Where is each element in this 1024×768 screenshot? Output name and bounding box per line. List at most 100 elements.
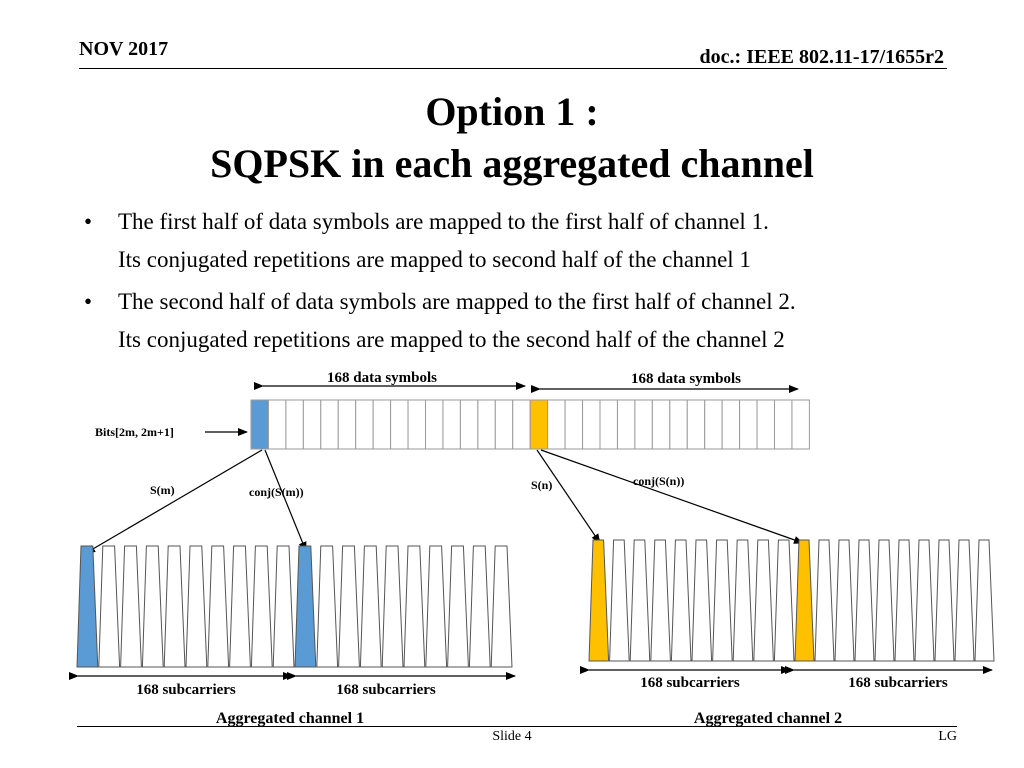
- bits-label: Bits[2m, 2m+1]: [95, 425, 174, 439]
- symbol-cell: [372, 399, 392, 450]
- s-n-arrow: [536, 449, 601, 544]
- subcarrier: [753, 539, 774, 662]
- s-m-label: S(m): [150, 483, 175, 497]
- symbol-cell: [704, 399, 723, 450]
- bullet-marker: •: [84, 209, 93, 234]
- subcarrier: [229, 545, 251, 668]
- symbol-cell: [390, 399, 409, 450]
- conj-s-n-arrow: [540, 449, 804, 544]
- header-date: NOV 2017: [79, 38, 169, 60]
- symbol-grid: [250, 399, 810, 450]
- subcarrier: [403, 545, 426, 668]
- symbol-cell: [407, 399, 426, 450]
- subcarrier: [794, 539, 815, 662]
- symbol-cell: [669, 399, 688, 450]
- symbol-cell: [267, 399, 287, 450]
- subcarrier: [294, 545, 317, 668]
- symbol-cell: [616, 399, 636, 450]
- symbol-cell: [547, 399, 566, 450]
- subcarrier: [773, 539, 795, 662]
- bullet-item-2: • The second half of data symbols are ma…: [78, 283, 978, 359]
- subcarrier: [338, 545, 360, 668]
- header-doc-id: doc.: IEEE 802.11-17/1655r2: [699, 46, 944, 68]
- subcarrier: [670, 539, 692, 662]
- subcarrier: [854, 539, 875, 662]
- subcarrier: [76, 545, 99, 668]
- slide-title: Option 1 : SQPSK in each aggregated chan…: [0, 86, 1024, 190]
- symbol-cell: [529, 399, 549, 450]
- bullet-item-1: • The first half of data symbols are map…: [78, 203, 978, 279]
- subcarrier: [163, 545, 186, 668]
- symbol-cell: [320, 399, 339, 450]
- subcarrier: [954, 539, 975, 662]
- symbol-cell: [634, 399, 653, 450]
- subcarrier: [141, 545, 164, 668]
- footer-divider: [77, 726, 957, 727]
- symbol-cell: [302, 399, 322, 450]
- channel-1-label: Aggregated channel 1: [216, 710, 364, 727]
- sub-label-2: 168 subcarriers: [336, 682, 436, 698]
- symbol-cell: [774, 399, 793, 450]
- symbol-cell: [285, 399, 304, 450]
- subcarrier: [732, 539, 754, 662]
- s-m-arrow: [85, 449, 263, 554]
- symbol-cell: [791, 399, 810, 450]
- bullet-list: • The first half of data symbols are map…: [78, 203, 978, 363]
- conj-s-n-label: conj(S(n)): [633, 474, 684, 488]
- symbol-cell: [651, 399, 671, 450]
- bullet-2-line-1: The second half of data symbols are mapp…: [118, 289, 796, 314]
- subcarrier: [974, 539, 995, 662]
- subcarrier: [120, 545, 142, 668]
- subcarrier: [629, 539, 651, 662]
- symbols-left-label: 168 data symbols: [327, 370, 437, 386]
- bullet-2-line-2: Its conjugated repetitions are mapped to…: [118, 327, 785, 352]
- subcarrier: [834, 539, 855, 662]
- bullet-1-line-2: Its conjugated repetitions are mapped to…: [118, 247, 751, 272]
- sub-label-1: 168 subcarriers: [136, 682, 236, 698]
- symbol-cell: [355, 399, 374, 450]
- slide-number: Slide 4: [492, 729, 532, 744]
- symbol-cell: [564, 399, 584, 450]
- subcarrier: [894, 539, 915, 662]
- subcarrier: [98, 545, 121, 668]
- subcarrier: [650, 539, 671, 662]
- symbol-cell: [425, 399, 444, 450]
- symbols-right-label: 168 data symbols: [631, 371, 741, 387]
- symbol-cell: [739, 399, 758, 450]
- subcarrier: [914, 539, 935, 662]
- bullet-1-line-1: The first half of data symbols are mappe…: [118, 209, 769, 234]
- sub-label-3: 168 subcarriers: [640, 675, 740, 691]
- title-line-2: SQPSK in each aggregated channel: [210, 141, 814, 186]
- subcarrier: [359, 545, 382, 668]
- subcarrier: [874, 539, 895, 662]
- footer-author: LG: [938, 729, 957, 744]
- subcarrier: [425, 545, 448, 668]
- subcarrier: [381, 545, 404, 668]
- symbol-cell: [459, 399, 479, 450]
- subcarrier: [468, 545, 491, 668]
- channel-2-label: Aggregated channel 2: [694, 710, 842, 727]
- symbol-cell: [250, 399, 269, 450]
- sub-label-4: 168 subcarriers: [848, 675, 948, 691]
- subcarrier: [447, 545, 469, 668]
- header-divider: [79, 68, 947, 69]
- symbol-cell: [686, 399, 706, 450]
- subcarrier: [490, 545, 513, 668]
- subcarrier: [185, 545, 208, 668]
- symbol-cell: [477, 399, 496, 450]
- symbol-cell: [599, 399, 618, 450]
- subcarrier: [272, 545, 295, 668]
- subcarrier-blocks: [76, 539, 995, 668]
- conj-s-m-arrow: [264, 449, 307, 552]
- subcarrier: [712, 539, 733, 662]
- symbol-cell: [721, 399, 741, 450]
- subcarrier: [207, 545, 230, 668]
- s-n-label: S(n): [531, 478, 552, 492]
- symbol-cell: [337, 399, 357, 450]
- subcarrier: [250, 545, 273, 668]
- symbol-cell: [756, 399, 775, 450]
- title-line-1: Option 1 :: [425, 89, 599, 134]
- subcarrier: [588, 539, 610, 662]
- symbol-cell: [512, 399, 531, 450]
